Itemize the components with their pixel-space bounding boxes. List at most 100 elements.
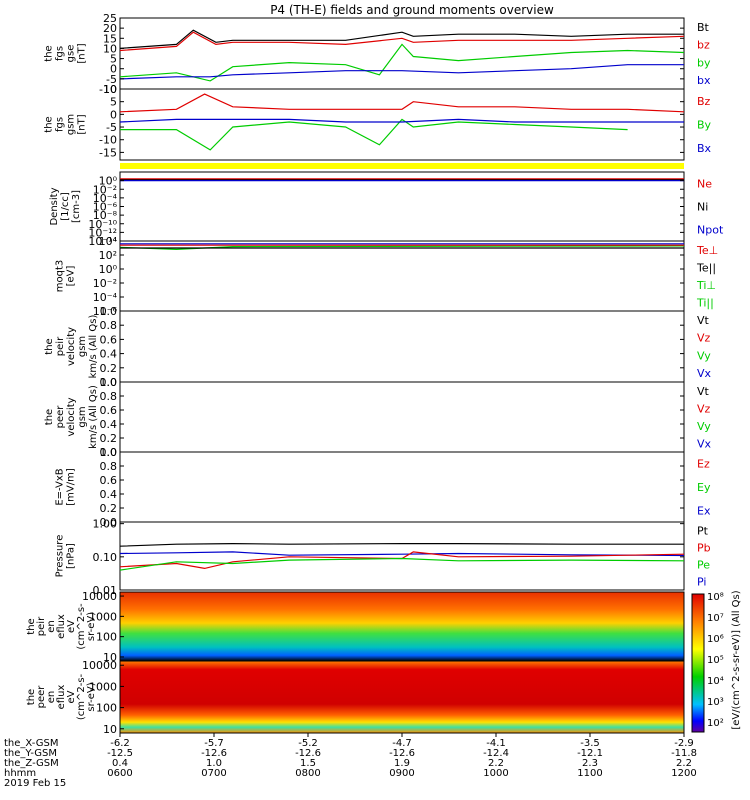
legend-entry: Ni (697, 201, 708, 214)
y-tick-label: 0.01 (93, 584, 118, 597)
colorbar-tick-label: 10⁸ (707, 592, 724, 603)
y-axis-label: E=-VxB (55, 468, 66, 505)
legend-entry: By (697, 119, 712, 132)
y-axis-label: (cm^2-s- (76, 603, 87, 650)
y-tick-label: -5 (106, 73, 117, 86)
y-tick-label: 10 (103, 42, 117, 55)
y-tick-label: 10000 (82, 590, 117, 603)
panel-frame (119, 310, 685, 383)
y-axis-label: gsm (77, 406, 88, 427)
x-axis-value: 2.2 (676, 758, 692, 769)
x-axis-value: -3.5 (580, 738, 600, 749)
series-line-1 (120, 118, 628, 151)
y-tick-label: 1000 (89, 680, 117, 693)
legend-entry: Bt (697, 21, 710, 34)
y-tick-label: 0.8 (100, 319, 118, 332)
y-tick-label: 25 (103, 12, 117, 25)
y-axis-label: eV (66, 690, 77, 703)
x-axis-value: -6.2 (110, 738, 130, 749)
y-tick-label: 10⁻¹² (88, 226, 117, 239)
y-axis-label: [nPa] (66, 543, 77, 569)
x-axis-value: -12.6 (295, 748, 321, 759)
y-axis-label: fgs (55, 117, 66, 132)
legend-entry: Vt (697, 314, 710, 327)
y-tick-label: 10⁻¹⁰ (88, 218, 117, 231)
quality-flag-bar (120, 163, 684, 169)
legend-entry: Vy (697, 420, 711, 433)
legend-entry: Vx (697, 367, 712, 380)
y-tick-label: 0.2 (100, 432, 118, 445)
series-line-3 (119, 557, 685, 571)
x-axis-table: the_X-GSM -6.2 -5.7 -5.2 -4.7 -4.1 -3.5 -2.9 the… (4, 733, 697, 789)
y-axis-label: peer (55, 405, 66, 429)
x-axis-value: -5.2 (298, 738, 318, 749)
y-tick-label: 10⁻² (93, 277, 117, 290)
colorbar-tick-label: 10⁴ (707, 676, 724, 687)
y-tick-label: 20 (103, 22, 117, 35)
x-axis-value: -12.1 (577, 748, 603, 759)
panel-frame (119, 88, 685, 161)
y-axis-label: the (44, 45, 55, 61)
panel-frame (119, 17, 685, 90)
x-axis-value: 1.9 (394, 758, 410, 769)
y-tick-label: 10⁻⁶ (93, 201, 118, 214)
y-tick-label: 0.8 (100, 460, 118, 473)
y-tick-label: 10000 (82, 659, 117, 672)
x-axis-value: 2.2 (488, 758, 504, 769)
panel-frame (119, 171, 685, 242)
y-axis-label: the (44, 338, 55, 354)
series-line-2 (119, 43, 685, 82)
legend-entry: Vy (697, 349, 711, 362)
y-axis-label: peir (55, 336, 66, 356)
legend-entry: bz (697, 39, 710, 52)
x-axis-value: -12.5 (107, 748, 133, 759)
spectrogram-peir-eflux: 10000 1000 100 10 the peir en eflux eV (cm^2-s-sr… (26, 590, 685, 664)
series-line-0 (119, 29, 684, 49)
x-axis-value: -4.7 (392, 738, 412, 749)
y-tick-label: 0.2 (100, 362, 118, 375)
y-axis-label: gsm (77, 336, 88, 357)
legend-entry: Vt (697, 385, 710, 398)
legend-entry: Ey (697, 481, 711, 494)
y-axis-label: sr-eV) (86, 612, 97, 641)
panel-frame (119, 521, 685, 591)
series-line-1 (119, 31, 685, 52)
y-axis-label: the (26, 689, 37, 705)
y-tick-label: 10⁻⁶ (93, 305, 118, 318)
x-axis-value: -11.8 (671, 748, 697, 759)
panel-frame (119, 451, 685, 523)
y-tick-label: 10⁻⁴ (93, 192, 118, 205)
y-tick-label: 10 (103, 723, 117, 736)
y-axis-label: velocity (66, 327, 77, 366)
date-label: 2019 Feb 15 (4, 778, 66, 789)
series-line-0 (119, 542, 684, 547)
legend-entry: Vx (697, 437, 712, 450)
y-tick-label: 1.0 (100, 446, 118, 459)
y-tick-label: 0.4 (100, 418, 118, 431)
legend-entry: Ti|| (696, 296, 714, 309)
legend-entry: Te|| (696, 261, 716, 274)
x-axis-value: 0800 (295, 768, 320, 779)
y-axis-label: [nT] (77, 43, 88, 63)
x-axis-value: 1100 (577, 768, 602, 779)
x-axis-value: 1000 (483, 768, 508, 779)
legend-entry: Bz (697, 95, 711, 108)
legend-entry: Bx (697, 142, 712, 155)
y-axis-label: [1/cc] (60, 192, 71, 221)
y-tick-label: -15 (99, 146, 117, 159)
y-tick-label: -5 (106, 121, 117, 134)
y-tick-label: 0.8 (100, 390, 118, 403)
x-axis-value: 2.3 (582, 758, 598, 769)
y-tick-label: 0.0 (100, 516, 118, 529)
series-line-0 (119, 93, 685, 113)
y-axis-label: peer (36, 685, 47, 709)
y-tick-label: 0.4 (100, 488, 118, 501)
x-axis-value: 0900 (389, 768, 414, 779)
x-axis-row-label: the_Z-GSM (4, 758, 59, 769)
panel-frame (119, 240, 685, 312)
